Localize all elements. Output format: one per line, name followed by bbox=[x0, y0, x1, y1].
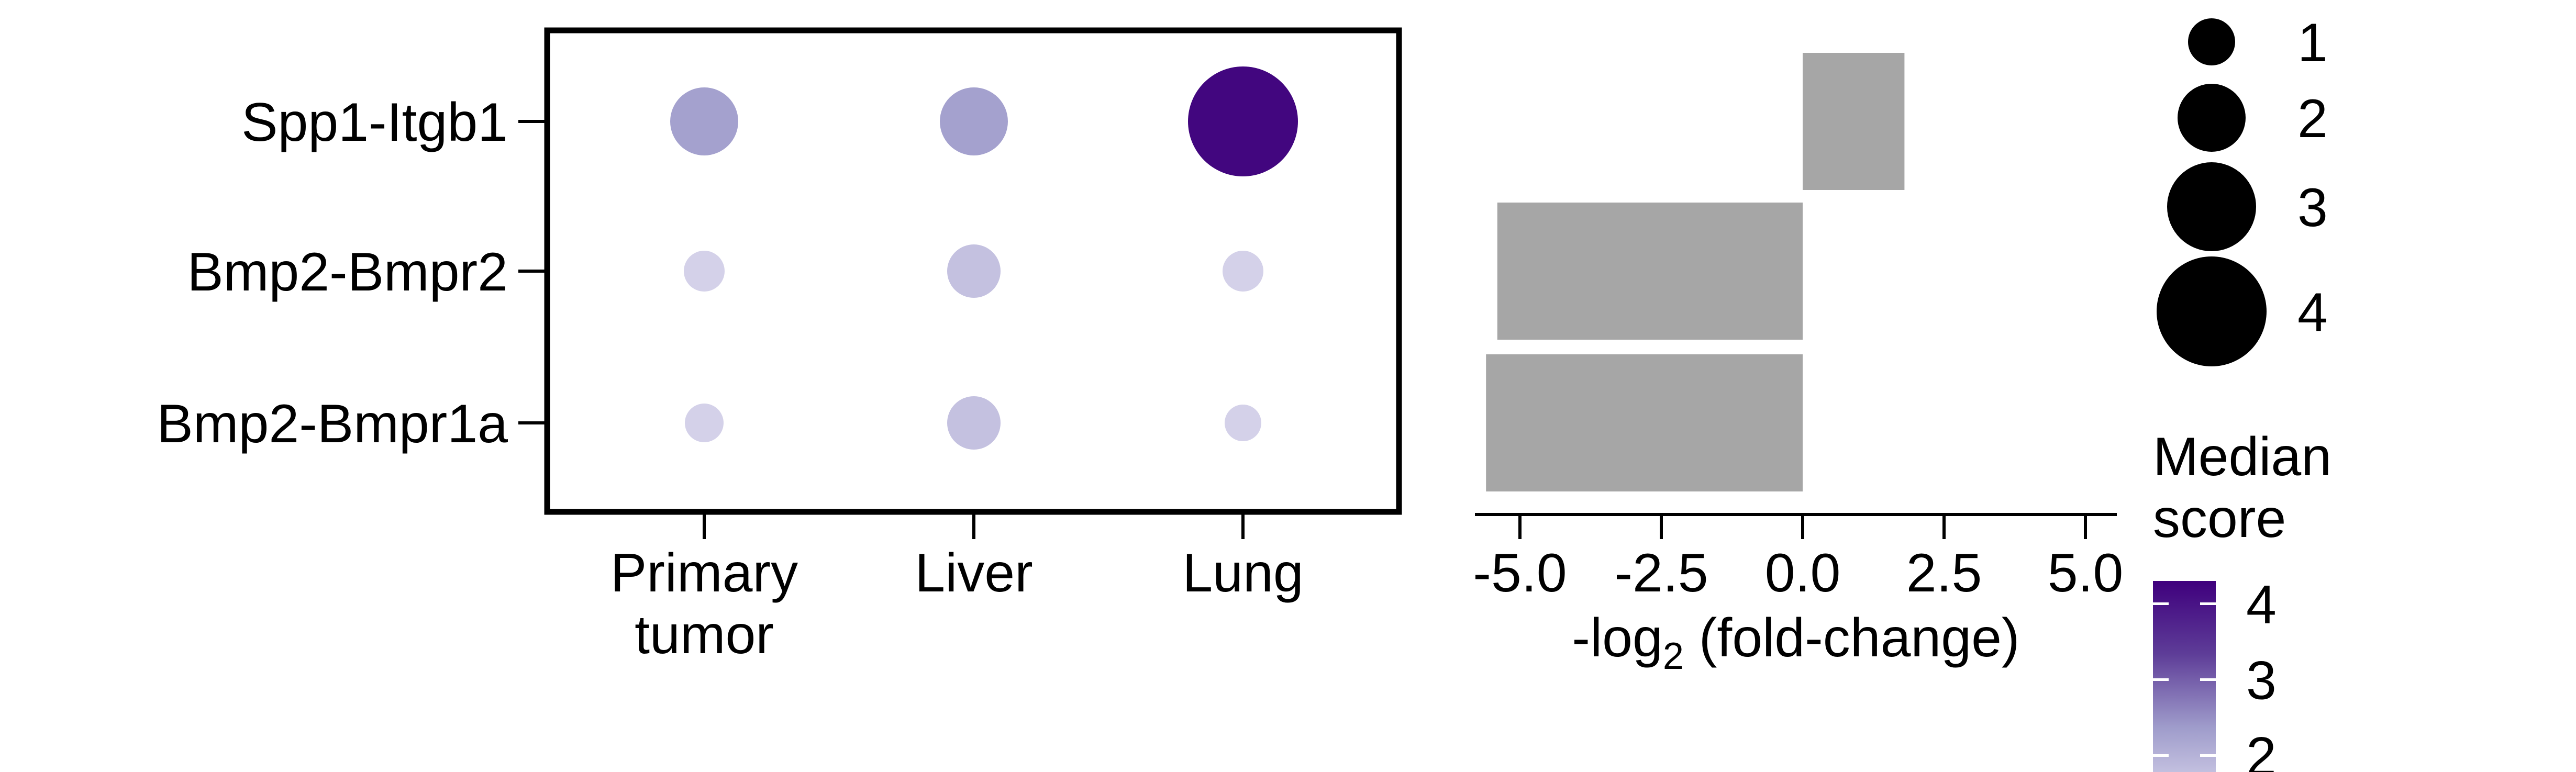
dot-bmp2-bmpr1a-liver bbox=[947, 396, 1001, 450]
x-label-line: Lung bbox=[1182, 543, 1303, 603]
bar-spp1-itgb1 bbox=[1803, 53, 1905, 190]
y-label-bmp2-bmpr1a: Bmp2-Bmpr1a bbox=[157, 394, 508, 454]
size-legend-dot-2 bbox=[2178, 84, 2246, 152]
color-legend-title-line: score bbox=[2153, 488, 2286, 549]
dot-spp1-itgb1-primary-tumor bbox=[670, 87, 738, 155]
dot-spp1-itgb1-lung bbox=[1188, 66, 1298, 176]
bar-x-tick-label-5-0: 5.0 bbox=[2048, 543, 2124, 603]
dot-plot-x-ticks bbox=[703, 512, 1245, 539]
dot-bmp2-bmpr2-primary-tumor bbox=[684, 251, 725, 292]
color-legend-title-line: Median bbox=[2153, 427, 2331, 487]
bar-bmp2-bmpr2 bbox=[1497, 203, 1803, 340]
bar-chart-x-axis-title: -log2 (fold-change) bbox=[1572, 608, 2019, 677]
y-label-bmp2-bmpr2: Bmp2-Bmpr2 bbox=[187, 242, 508, 303]
color-tick-label-4: 4 bbox=[2246, 575, 2277, 635]
dot-plot-points bbox=[670, 66, 1298, 450]
x-axis-title-suffix: (fold-change) bbox=[1684, 608, 2020, 668]
dot-bmp2-bmpr1a-primary-tumor bbox=[685, 404, 724, 442]
size-legend-label-1: 1 bbox=[2297, 13, 2328, 73]
color-tick-label-3: 3 bbox=[2246, 651, 2277, 711]
color-tick-label-2: 2 bbox=[2246, 726, 2277, 772]
x-label-primary-tumor: Primary tumor bbox=[610, 543, 798, 665]
color-legend-ticks: 4 3 2 bbox=[2153, 575, 2277, 772]
x-axis-title-subscript: 2 bbox=[1663, 635, 1684, 677]
y-label-spp1-itgb1: Spp1-Itgb1 bbox=[241, 92, 508, 153]
bar-x-tick-label-5-0: -5.0 bbox=[1473, 543, 1567, 603]
dot-plot-y-labels: Spp1-Itgb1 Bmp2-Bmpr2 Bmp2-Bmpr1a bbox=[157, 92, 508, 454]
color-legend: Median score 4 3 2 bbox=[2153, 427, 2331, 772]
bar-chart-bars bbox=[1486, 53, 1905, 491]
color-legend-title: Median score bbox=[2153, 427, 2331, 549]
size-legend-label-3: 3 bbox=[2297, 177, 2328, 238]
dot-plot-x-labels: Primary tumor Liver Lung bbox=[610, 543, 1304, 665]
dot-plot-panel: Spp1-Itgb1 Bmp2-Bmpr2 Bmp2-Bmpr1a Primary t… bbox=[157, 27, 1402, 665]
size-legend-dot-4 bbox=[2157, 256, 2267, 366]
size-legend-dot-1 bbox=[2188, 18, 2235, 65]
dot-bmp2-bmpr1a-lung bbox=[1225, 405, 1261, 441]
size-legend-dot-3 bbox=[2167, 162, 2256, 251]
bar-chart-panel: -5.0 -2.5 0.0 2.5 5.0 -log2 (fold-change) bbox=[1473, 53, 2123, 677]
x-axis-title-prefix: -log bbox=[1572, 608, 1662, 668]
dot-spp1-itgb1-liver bbox=[940, 87, 1008, 155]
size-legend: 1 2 3 4 bbox=[2157, 13, 2328, 366]
x-label-liver: Liver bbox=[915, 543, 1032, 603]
bar-bmp2-bmpr1a bbox=[1486, 354, 1803, 491]
x-label-line: tumor bbox=[635, 605, 774, 665]
bar-chart-x-tick-labels: -5.0 -2.5 0.0 2.5 5.0 bbox=[1473, 543, 2123, 603]
bar-x-tick-label-2-5: -2.5 bbox=[1614, 543, 1708, 603]
dot-bmp2-bmpr2-liver bbox=[947, 244, 1001, 298]
x-label-line: Liver bbox=[915, 543, 1032, 603]
x-label-lung: Lung bbox=[1182, 543, 1303, 603]
dot-bmp2-bmpr2-lung bbox=[1223, 251, 1263, 292]
x-label-line: Primary bbox=[610, 543, 798, 603]
bar-x-tick-label-0-0: 0.0 bbox=[1765, 543, 1841, 603]
color-legend-bar bbox=[2153, 581, 2216, 772]
size-legend-label-2: 2 bbox=[2297, 88, 2328, 149]
bar-x-tick-label-2-5: 2.5 bbox=[1906, 543, 1982, 603]
dot-plot-y-ticks bbox=[518, 120, 547, 424]
size-legend-label-4: 4 bbox=[2297, 282, 2328, 343]
bar-chart-x-ticks bbox=[1518, 514, 2087, 539]
